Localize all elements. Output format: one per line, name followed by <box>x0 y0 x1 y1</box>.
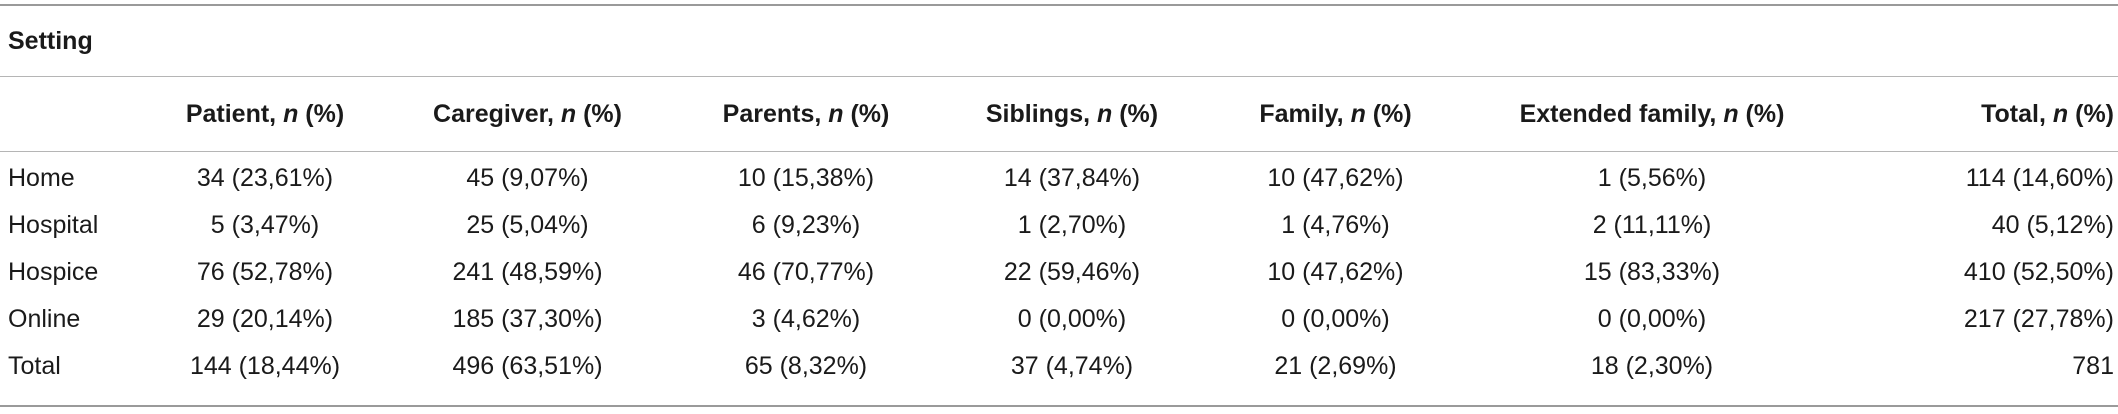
column-header: Family, n (%) <box>1207 87 1464 141</box>
column-header-italic: n <box>1097 99 1113 128</box>
table-cell: 0 (0,00%) <box>1597 305 1707 333</box>
table-cell: 76 (52,78%) <box>196 258 334 286</box>
table-cell: 1 (5,56%) <box>1597 164 1707 192</box>
column-header: Caregiver, n (%) <box>380 87 675 141</box>
table-row: Hospital 5 (3,47%) 25 (5,04%) 6 (9,23%) 1 (2… <box>0 202 2118 249</box>
column-header-suffix: (%) <box>1365 99 1412 128</box>
column-header-suffix: (%) <box>843 99 890 128</box>
header-rule <box>0 76 2118 77</box>
setting-title: Setting <box>8 27 93 55</box>
column-header: Siblings, n (%) <box>937 87 1207 141</box>
table-cell: 40 (5,12%) <box>1991 211 2114 239</box>
table-cell: 0 (0,00%) <box>1281 305 1390 333</box>
column-header: Patient, n (%) <box>150 87 380 141</box>
column-header-label: Parents, <box>722 99 829 128</box>
header-row: Patient, n (%) Caregiver, n (%) Parents, n… <box>0 87 2118 141</box>
column-header-italic: n <box>1723 99 1739 128</box>
table-cell: 781 <box>2072 352 2114 380</box>
table-cell: 410 (52,50%) <box>1963 258 2114 286</box>
column-header-italic: n <box>1350 99 1366 128</box>
table-cell: 114 (14,60%) <box>1965 164 2114 192</box>
column-header-label: Family, <box>1259 99 1351 128</box>
table-cell: 2 (11,11%) <box>1592 211 1712 239</box>
table-cell: 34 (23,61%) <box>196 164 334 192</box>
table-cell: 10 (47,62%) <box>1267 164 1404 192</box>
table-row: Online 29 (20,14%) 185 (37,30%) 3 (4,62%) 0 … <box>0 296 2118 343</box>
table-cell: 1 (4,76%) <box>1281 211 1390 239</box>
row-label: Total <box>8 352 61 380</box>
table-cell: 241 (48,59%) <box>452 258 603 286</box>
table-body: Home 34 (23,61%) 45 (9,07%) 10 (15,38%) 14 (… <box>0 141 2118 390</box>
table-cell: 37 (4,74%) <box>1010 352 1134 380</box>
column-header-suffix: (%) <box>298 99 345 128</box>
bottom-rule <box>0 405 2118 407</box>
table-cell: 46 (70,77%) <box>737 258 875 286</box>
row-label: Online <box>8 305 81 333</box>
table-cell: 21 (2,69%) <box>1274 352 1397 380</box>
row-label: Hospice <box>8 258 99 286</box>
table-cell: 144 (18,44%) <box>189 352 341 380</box>
column-header-label: Caregiver, <box>433 99 561 128</box>
table-cell: 217 (27,78%) <box>1963 305 2114 333</box>
column-header: Total, n (%) <box>1840 87 2118 141</box>
table-cell: 15 (83,33%) <box>1583 258 1721 286</box>
column-header-suffix: (%) <box>576 99 622 128</box>
column-header-italic: n <box>828 99 844 128</box>
column-header-suffix: (%) <box>2068 99 2114 128</box>
table-cell: 14 (37,84%) <box>1003 164 1141 192</box>
table-cell: 0 (0,00%) <box>1017 305 1127 333</box>
table-row: Total 144 (18,44%) 496 (63,51%) 65 (8,32%) 3… <box>0 343 2118 390</box>
column-header-italic: n <box>560 99 577 128</box>
table-cell: 29 (20,14%) <box>196 305 334 333</box>
table-cell: 6 (9,23%) <box>751 211 861 239</box>
column-header-italic: n <box>283 99 299 128</box>
column-header: Parents, n (%) <box>675 87 937 141</box>
table-cell: 1 (2,70%) <box>1017 211 1127 239</box>
table-cell: 25 (5,04%) <box>466 211 589 239</box>
column-header-rule <box>0 151 2118 152</box>
table-cell: 185 (37,30%) <box>452 305 603 333</box>
table-cell: 45 (9,07%) <box>466 164 589 192</box>
table-row: Hospice 76 (52,78%) 241 (48,59%) 46 (70,77%… <box>0 249 2118 296</box>
column-header-suffix: (%) <box>1112 99 1159 128</box>
column-header-label: Siblings, <box>985 99 1097 128</box>
table-cell: 65 (8,32%) <box>744 352 868 380</box>
row-label: Home <box>8 164 75 192</box>
table-cell: 5 (3,47%) <box>210 211 320 239</box>
table-cell: 3 (4,62%) <box>751 305 861 333</box>
table-cell: 10 (15,38%) <box>737 164 875 192</box>
row-label: Hospital <box>8 211 99 239</box>
table-row: Home 34 (23,61%) 45 (9,07%) 10 (15,38%) 14 (… <box>0 141 2118 202</box>
column-header-label: Total, <box>1981 99 2053 128</box>
data-table: Patient, n (%) Caregiver, n (%) Parents, n… <box>0 87 2118 390</box>
column-header: Extended family, n (%) <box>1464 87 1840 141</box>
column-header-suffix: (%) <box>1738 99 1785 128</box>
column-header-italic: n <box>2052 99 2069 128</box>
table-cell: 496 (63,51%) <box>452 352 603 380</box>
table-cell: 18 (2,30%) <box>1590 352 1714 380</box>
column-header-label: Extended family, <box>1519 99 1724 128</box>
table-cell: 22 (59,46%) <box>1003 258 1141 286</box>
column-header-label: Patient, <box>185 99 284 128</box>
top-rule <box>0 4 2118 6</box>
table-cell: 10 (47,62%) <box>1267 258 1404 286</box>
header-empty-cell <box>0 87 150 141</box>
